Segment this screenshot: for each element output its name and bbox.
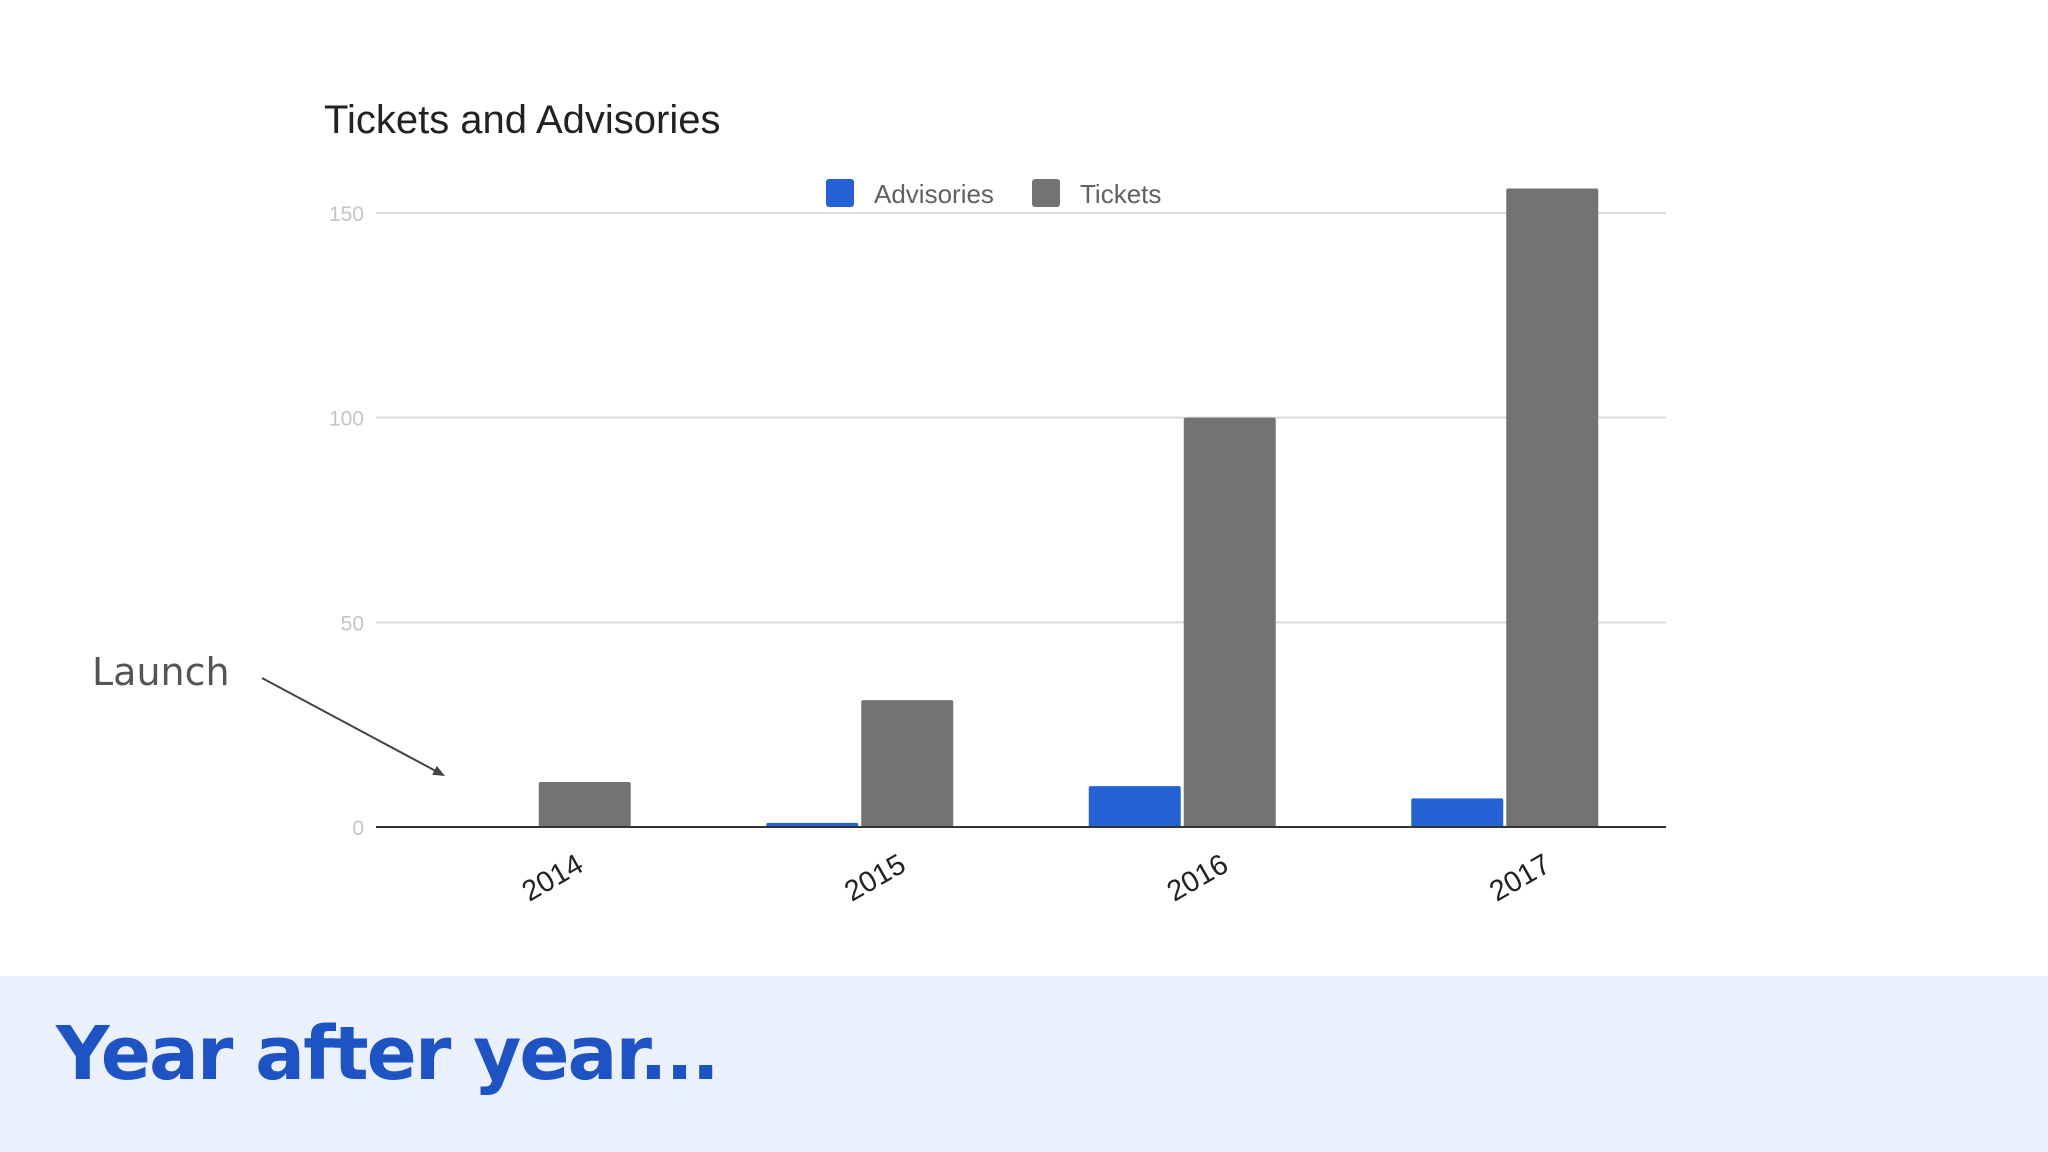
y-tick-label: 100 xyxy=(329,408,364,431)
y-tick-label: 50 xyxy=(341,612,364,635)
footer-caption: Year after year... xyxy=(56,1011,720,1097)
footer-band xyxy=(0,976,2048,1152)
x-tick-label-2017: 2017 xyxy=(1484,848,1556,908)
bar-tickets-2016 xyxy=(1183,417,1276,827)
bar-tickets-2014 xyxy=(538,781,631,827)
x-tick-label-2016: 2016 xyxy=(1162,848,1234,908)
x-axis-labels: 2014 2015 2016 2017 xyxy=(517,848,1556,908)
y-tick-label: 0 xyxy=(352,817,364,840)
bar-advisories-2017 xyxy=(1411,798,1504,827)
legend-swatch-advisories xyxy=(826,179,854,207)
x-tick-label-2015: 2015 xyxy=(839,848,911,908)
bar-advisories-2015 xyxy=(766,822,859,827)
launch-annotation-arrow xyxy=(261,677,446,776)
bars xyxy=(538,188,1599,827)
bar-tickets-2015 xyxy=(861,700,954,827)
bar-advisories-2016 xyxy=(1088,786,1181,827)
legend-swatch-tickets xyxy=(1032,179,1060,207)
chart: Tickets and Advisories Advisories Tickets… xyxy=(92,98,1666,908)
chart-title: Tickets and Advisories xyxy=(324,98,720,142)
y-tick-label: 150 xyxy=(329,203,364,226)
legend-label-tickets: Tickets xyxy=(1080,179,1161,209)
launch-annotation-text: Launch xyxy=(92,650,230,694)
gridlines: 0 50 100 150 xyxy=(329,203,1666,840)
chart-legend: Advisories Tickets xyxy=(826,179,1161,209)
x-tick-label-2014: 2014 xyxy=(517,848,589,908)
bar-tickets-2017 xyxy=(1506,188,1599,827)
legend-label-advisories: Advisories xyxy=(874,179,994,209)
